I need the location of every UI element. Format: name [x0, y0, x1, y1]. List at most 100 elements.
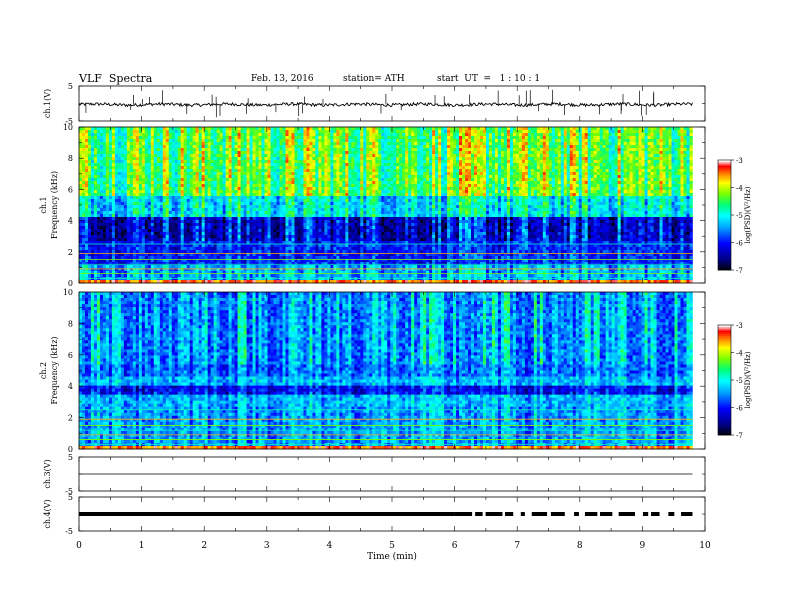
ch1-spectrogram-cell: [255, 238, 259, 242]
ch1-spectrogram-cell: [192, 259, 197, 263]
ch1-spectrogram-cell: [171, 271, 176, 275]
ch1-spectrogram-cell: [135, 187, 140, 191]
ch1-spectrogram-cell: [171, 127, 176, 131]
ch1-spectrogram-cell: [327, 139, 331, 143]
ch1-spectrogram-cell: [243, 139, 247, 143]
ch1-spectrogram-cell: [348, 229, 352, 233]
ch1-spectrogram-cell: [147, 139, 152, 143]
ch1-spectrogram-cell: [255, 247, 259, 251]
ch1-spectrogram-cell: [204, 172, 208, 176]
ch1-spectrogram-cell: [213, 133, 217, 137]
ch1-spectrogram-cell: [267, 205, 271, 209]
ch1-spectrogram-cell: [246, 157, 250, 161]
ch1-spectrogram-cell: [111, 235, 116, 239]
ch1-spectrogram-cell: [306, 253, 310, 257]
ch1-spectrogram-cell: [345, 154, 349, 158]
ch1-spectrogram-cell: [243, 184, 247, 188]
ch1-spectrogram-cell: [189, 190, 194, 194]
ch1-spectrogram-cell: [288, 145, 292, 149]
ch1-spectrogram-cell: [126, 253, 131, 257]
ch1-spectrogram-cell: [162, 154, 167, 158]
ch1-spectrogram-cell: [162, 133, 167, 137]
ch1-spectrogram-cell: [87, 220, 92, 224]
ch1-spectrogram-cell: [156, 211, 161, 215]
ch1-spectrogram-cell: [189, 136, 194, 140]
ch1-spectrogram-cell: [90, 235, 95, 239]
ch1-spectrogram-cell: [252, 154, 256, 158]
ch1-spectrogram-cell: [234, 274, 238, 278]
ch1-spectrogram-cell: [297, 145, 301, 149]
ch1-spectrogram-cell: [153, 148, 158, 152]
ch1-spectrogram-cell: [132, 250, 137, 254]
ch1-spectrogram-cell: [79, 235, 83, 239]
ch1-spectrogram-cell: [312, 184, 316, 188]
ch1-spectrogram-cell: [225, 226, 229, 230]
ch1-spectrogram-cell: [231, 229, 235, 233]
ch1-spectrogram-cell: [282, 151, 286, 155]
ch1-spectrogram-cell: [93, 247, 98, 251]
ch1-spectrogram-cell: [306, 259, 310, 263]
ch1-spectrogram-cell: [351, 148, 355, 152]
ch1-spectrogram-cell: [87, 172, 92, 176]
ch1-spectrogram-cell: [81, 232, 86, 236]
ch1-spectrogram-cell: [90, 130, 95, 134]
ch1-spectrogram-cell: [120, 145, 125, 149]
ch1-spectrogram-cell: [165, 136, 170, 140]
ch1-spectrogram-cell: [237, 169, 241, 173]
ch1-spectrogram-cell: [252, 262, 256, 266]
ch1-spectrogram-cell: [153, 175, 158, 179]
ch1-spectrogram-cell: [261, 265, 265, 269]
ch1-spectrogram-cell: [225, 214, 229, 218]
ch1-spectrogram-cell: [216, 265, 220, 269]
ch1-spectrogram-cell: [342, 226, 346, 230]
ch1-spectrogram-cell: [135, 217, 140, 221]
ch1-spectrogram-cell: [153, 226, 158, 230]
ch1-spectrogram-cell: [252, 268, 256, 272]
ch1-spectrogram-cell: [336, 262, 340, 266]
ch1-spectrogram-cell: [306, 169, 310, 173]
ch1-spectrogram-cell: [93, 280, 98, 284]
ch1-spectrogram-cell: [165, 214, 170, 218]
ch1-spectrogram-cell: [87, 214, 92, 218]
ch1-spectrogram-cell: [219, 175, 223, 179]
ch1-spectrogram-cell: [150, 220, 155, 224]
ch1-spectrogram-cell: [102, 202, 107, 206]
ch1-spectrogram-cell: [216, 259, 220, 263]
ch1-spectrogram-cell: [144, 280, 149, 284]
ch1-spectrogram-cell: [213, 247, 217, 251]
ch1-spectrogram-cell: [165, 193, 170, 197]
ch1-spectrogram-cell: [240, 259, 244, 263]
ch1-spectrogram-cell: [249, 241, 253, 245]
ch1-spectrogram-cell: [243, 187, 247, 191]
ch1-spectrogram-cell: [105, 241, 110, 245]
ch1-spectrogram-cell: [231, 268, 235, 272]
ch1-spectrogram-cell: [135, 208, 140, 212]
ch1-spectrogram-cell: [345, 139, 349, 143]
ch1-spectrogram-cell: [222, 280, 226, 284]
ch1-spectrogram-cell: [252, 181, 256, 185]
ch1-spectrogram-cell: [285, 187, 289, 191]
ch1-spectrogram-cell: [300, 202, 304, 206]
ch1-spectrogram-cell: [207, 154, 211, 158]
ch1-spectrogram-cell: [144, 241, 149, 245]
ch1-spectrogram-cell: [126, 169, 131, 173]
ch1-spectrogram-cell: [180, 238, 185, 242]
ch1-spectrogram-cell: [108, 265, 113, 269]
ch1-spectrogram-cell: [114, 256, 119, 260]
ch1-spectrogram-cell: [270, 253, 274, 257]
ch1-spectrogram-cell: [267, 133, 271, 137]
ch1-spectrogram-cell: [207, 157, 211, 161]
ch1-spectrogram-cell: [336, 187, 340, 191]
ch1-spectrogram-cell: [156, 208, 161, 212]
ch1-spectrogram-cell: [159, 181, 164, 185]
ch1-spectrogram-cell: [96, 193, 101, 197]
ch1-spectrogram-cell: [150, 262, 155, 266]
ch1-spectrogram-cell: [192, 208, 197, 212]
ch1-spectrogram-cell: [327, 181, 331, 185]
ch1-spectrogram-cell: [270, 238, 274, 242]
ch1-spectrogram-cell: [135, 190, 140, 194]
ch1-spectrogram-cell: [120, 154, 125, 158]
ch1-spectrogram-cell: [183, 259, 188, 263]
ch1-spectrogram-cell: [141, 232, 146, 236]
ch1-spectrogram-cell: [96, 148, 101, 152]
